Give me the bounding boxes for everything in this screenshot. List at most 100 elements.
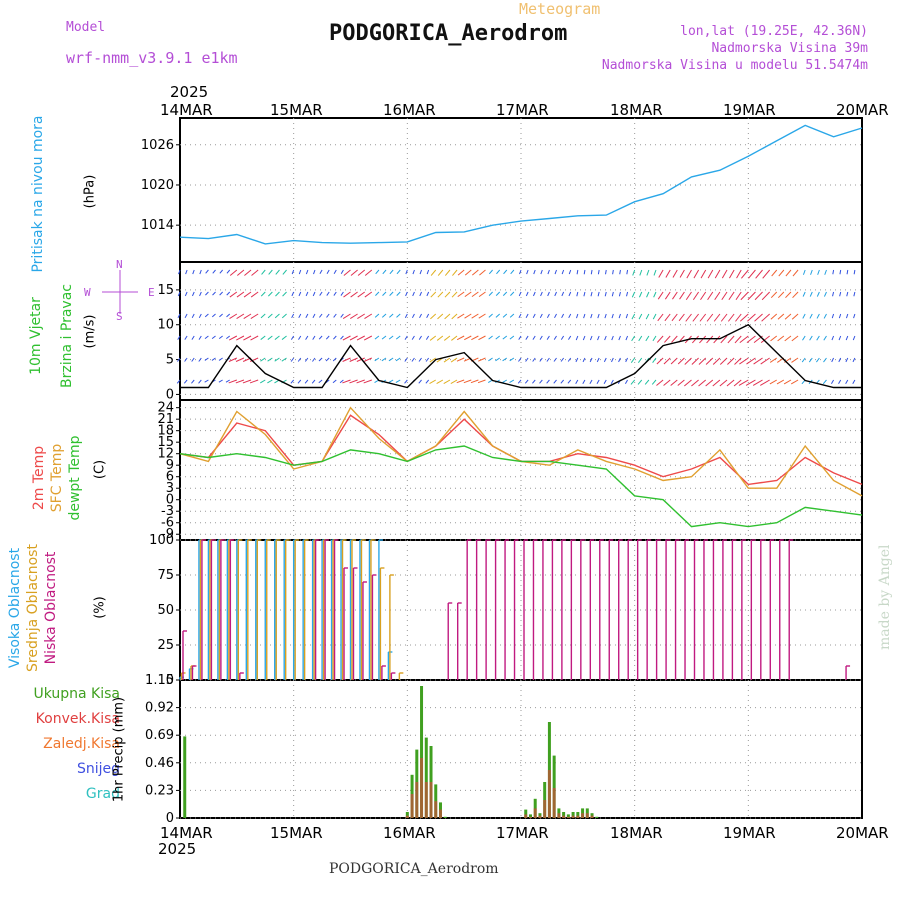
y-tick-label: 9: [166, 458, 174, 473]
wind-arrow: [183, 379, 188, 384]
wind-arrow: [776, 379, 785, 385]
wind-arrow: [275, 291, 280, 297]
wind-arrow: [340, 313, 344, 318]
date-bottom-6: 20MAR: [836, 824, 889, 842]
wind-arrow: [589, 335, 593, 341]
wind-arrow: [734, 357, 742, 365]
wind-arrow: [561, 291, 565, 297]
wind-arrow: [443, 357, 451, 363]
wind-arrow: [343, 291, 351, 298]
wind-arrow: [664, 291, 671, 300]
wind-arrow: [672, 269, 678, 278]
wind-arrow: [754, 313, 763, 322]
wind-arrow: [753, 357, 763, 365]
wind-arrow: [488, 357, 493, 362]
wind-arrow: [364, 269, 373, 276]
y-tick-label: 10: [157, 318, 174, 333]
wind-arrow: [418, 335, 422, 340]
wind-arrow: [211, 313, 216, 318]
wind-arrow: [539, 335, 543, 340]
year-bottom: 2025: [158, 840, 197, 858]
wind-arrow: [374, 357, 380, 362]
wind-arrow: [656, 379, 664, 386]
wind-arrow: [349, 379, 358, 384]
wind-arrow: [838, 313, 842, 319]
wind-arrow: [802, 335, 806, 341]
wind-arrow: [229, 269, 238, 276]
wind-arrow: [312, 335, 316, 340]
wind-arrow: [267, 335, 273, 340]
wind-arrow: [846, 269, 849, 275]
wind-arrow: [430, 313, 437, 320]
wind-arrow: [567, 357, 572, 362]
pressure-line: [179, 124, 863, 245]
wind-arrow: [540, 291, 543, 297]
wind-arrow: [395, 357, 401, 362]
lonlat: lon,lat (19.25E, 42.36N): [680, 24, 868, 39]
wind-arrow: [771, 269, 778, 277]
wind-arrow: [228, 379, 238, 384]
wind-arrow: [261, 269, 266, 275]
wind-arrow: [740, 291, 749, 301]
wind-arrow: [333, 291, 337, 296]
wind-arrow: [267, 291, 273, 297]
wind-arrow: [657, 291, 664, 300]
wind-arrow: [686, 269, 692, 279]
wind-arrow: [554, 291, 557, 297]
precip-conv-bar: [543, 800, 547, 818]
wind-arrow: [425, 335, 430, 340]
wind-arrow: [444, 269, 451, 276]
y-tick-label: -9: [161, 527, 174, 542]
wind-arrow: [539, 379, 543, 384]
compass-e: E: [148, 286, 155, 299]
wind-arrow: [429, 335, 437, 341]
wind-arrow: [426, 291, 430, 297]
wind-arrow: [770, 335, 778, 342]
wind-arrow: [761, 291, 771, 301]
wind-arrow: [211, 357, 216, 361]
wind-arrow: [838, 357, 842, 363]
wind-arrow: [802, 291, 806, 297]
wind-arrow: [357, 269, 366, 276]
wind-arrow: [250, 291, 259, 298]
wind-arrow: [251, 269, 259, 276]
wind-arrow: [218, 335, 223, 340]
wind-arrow: [243, 335, 252, 341]
wind-arrow: [706, 335, 714, 344]
wind-arrow: [375, 269, 380, 275]
wind-arrow: [646, 269, 650, 276]
wind-arrow: [539, 313, 543, 319]
wind-arrow: [656, 335, 664, 343]
wind-arrow: [404, 335, 408, 340]
compass-rose: W E N S: [80, 258, 160, 323]
wind-arrow: [638, 313, 643, 320]
wind-arrow: [396, 313, 401, 318]
wind-arrow: [509, 357, 515, 362]
wind-arrow: [553, 335, 557, 340]
wind-arrow: [645, 313, 650, 320]
wind-arrow: [810, 269, 813, 275]
wind-arrow: [576, 291, 579, 297]
wind-arrow: [839, 291, 842, 297]
wind-arrow: [312, 291, 316, 297]
wind-arrow: [653, 269, 657, 276]
y-tick-label: 12: [157, 447, 174, 462]
wind-arrow: [816, 313, 820, 319]
y-tick-label: -3: [161, 504, 174, 519]
wind-arrow: [204, 379, 209, 383]
wind-arrow: [853, 269, 856, 275]
wind-arrow: [430, 291, 437, 298]
wind-arrow: [747, 313, 756, 322]
wind-arrow: [412, 269, 415, 275]
wind-arrow: [304, 379, 309, 384]
wind-arrow: [720, 313, 728, 322]
wind-arrow: [274, 313, 280, 319]
wind-arrow: [845, 335, 849, 341]
precip-legend-hail: Grad: [85, 786, 120, 802]
wind-arrow: [363, 335, 373, 341]
wind-arrow: [443, 335, 451, 341]
wind-arrow: [721, 269, 728, 279]
wind-arrow: [630, 379, 636, 385]
wind-arrow: [395, 379, 401, 383]
wind-arrow: [769, 379, 777, 385]
